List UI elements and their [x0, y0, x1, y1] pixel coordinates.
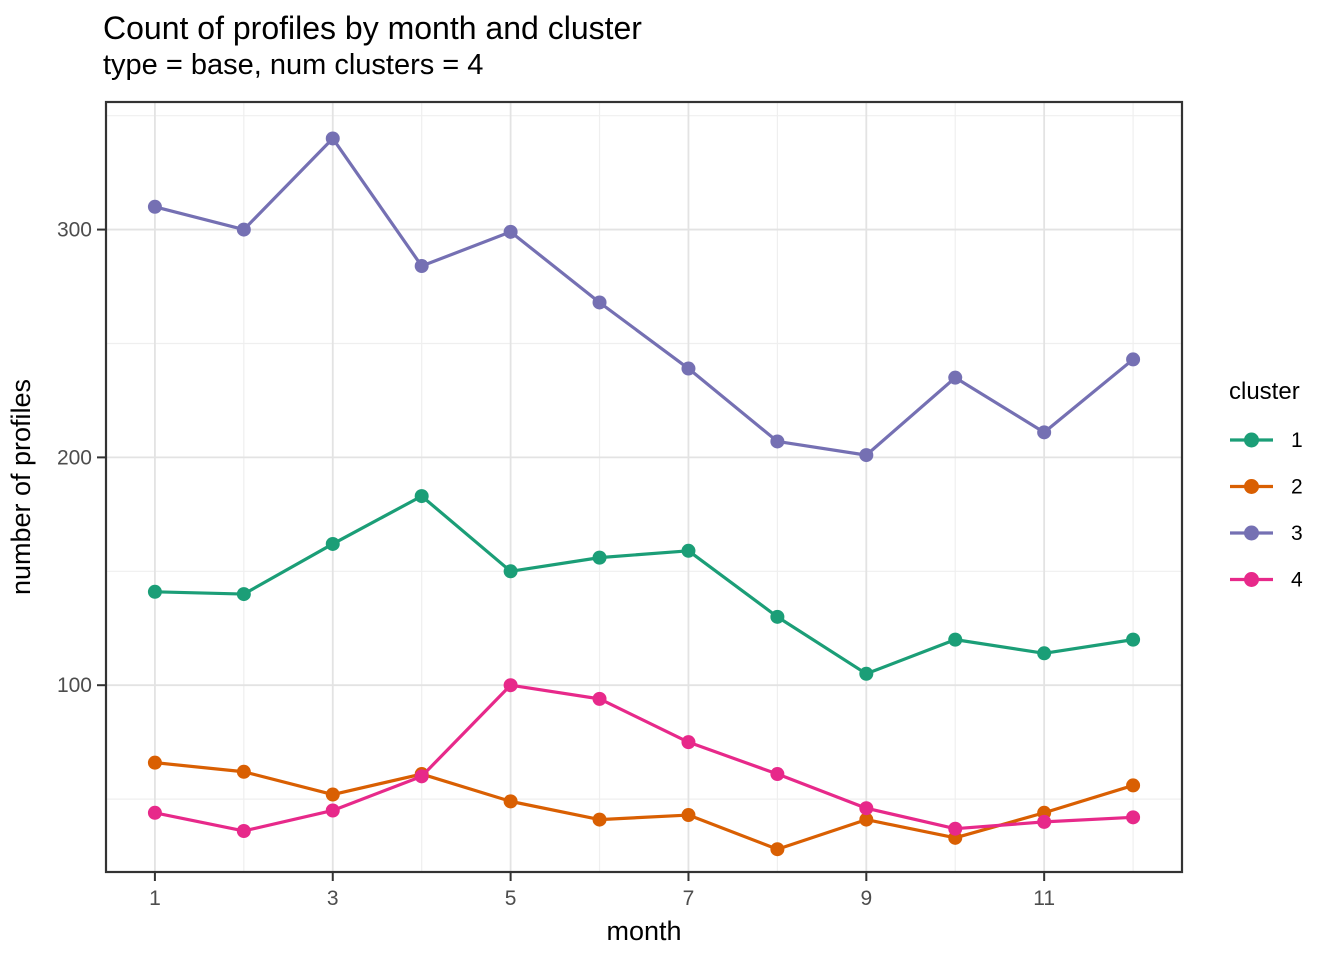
- data-point-cluster-4-month-4: [414, 769, 429, 784]
- legend-item-2: 2: [1230, 476, 1303, 499]
- legend-item-1: 1: [1230, 429, 1303, 452]
- legend-item-4: 4: [1230, 569, 1303, 592]
- x-tick-label: 11: [1033, 887, 1055, 910]
- data-point-cluster-4-month-10: [948, 821, 963, 836]
- data-point-cluster-2-month-5: [503, 794, 518, 809]
- data-point-cluster-4-month-6: [592, 691, 607, 706]
- series-cluster-4: [147, 678, 1141, 838]
- data-point-cluster-3-month-6: [592, 295, 607, 310]
- panel-border: [104, 100, 1184, 874]
- x-tick-label: 5: [505, 887, 517, 910]
- legend: cluster 1 2 3 4: [1229, 378, 1303, 592]
- legend-label-1: 1: [1291, 429, 1303, 452]
- data-point-cluster-2-month-3: [325, 787, 340, 802]
- chart-line-cluster-1: [154, 494, 1134, 676]
- series-cluster-1: [147, 489, 1141, 681]
- legend-label-2: 2: [1291, 476, 1303, 499]
- series-cluster-3: [147, 131, 1141, 463]
- legend-label-4: 4: [1291, 569, 1303, 592]
- data-point-cluster-2-month-2: [236, 764, 251, 779]
- data-point-cluster-2-month-8: [770, 842, 785, 857]
- data-point-cluster-3-month-1: [147, 199, 162, 214]
- data-point-cluster-2-month-7: [681, 808, 696, 823]
- legend-key-point-2: [1244, 479, 1259, 494]
- data-point-cluster-4-month-1: [147, 805, 162, 820]
- data-point-cluster-3-month-9: [859, 448, 874, 463]
- legend-key-point-1: [1244, 432, 1259, 448]
- x-tick-label: 3: [327, 887, 339, 910]
- data-point-cluster-2-month-12: [1126, 778, 1141, 793]
- data-point-cluster-1-month-3: [325, 536, 340, 551]
- legend-key-point-3: [1244, 525, 1259, 541]
- data-point-cluster-1-month-7: [681, 543, 696, 558]
- y-tick-label: 300: [57, 219, 92, 242]
- data-point-cluster-3-month-2: [236, 222, 251, 237]
- data-point-cluster-1-month-2: [236, 587, 251, 602]
- data-point-cluster-3-month-5: [503, 224, 518, 239]
- data-point-cluster-3-month-10: [948, 370, 963, 385]
- data-point-cluster-4-month-3: [325, 803, 340, 818]
- data-point-cluster-2-month-6: [592, 812, 607, 827]
- y-tick-label: 100: [57, 674, 92, 697]
- data-point-cluster-1-month-5: [503, 564, 518, 579]
- data-point-cluster-4-month-12: [1126, 810, 1141, 825]
- y-axis-title: number of profiles: [6, 379, 36, 595]
- data-point-cluster-1-month-9: [859, 666, 874, 681]
- data-point-cluster-1-month-11: [1037, 646, 1052, 661]
- data-point-cluster-3-month-8: [770, 434, 785, 449]
- series-cluster-2: [147, 755, 1141, 857]
- legend-key-point-4: [1244, 572, 1259, 587]
- chart-line-cluster-3: [154, 136, 1135, 457]
- legend-label-3: 3: [1291, 522, 1303, 545]
- chart-subtitle: type = base, num clusters = 4: [103, 49, 484, 81]
- plot-panel: [106, 102, 1182, 872]
- data-point-cluster-4-month-9: [859, 801, 874, 816]
- data-point-cluster-4-month-8: [770, 767, 785, 782]
- data-point-cluster-3-month-7: [681, 361, 696, 376]
- data-point-cluster-2-month-1: [147, 755, 162, 770]
- data-point-cluster-4-month-7: [681, 735, 696, 750]
- data-point-cluster-4-month-2: [236, 823, 251, 838]
- chart-line-cluster-2: [154, 761, 1134, 851]
- data-point-cluster-3-month-12: [1126, 352, 1141, 367]
- data-point-cluster-1-month-10: [948, 632, 963, 647]
- data-point-cluster-1-month-6: [592, 550, 607, 565]
- data-point-cluster-4-month-5: [503, 678, 518, 693]
- y-tick-label: 200: [57, 446, 92, 469]
- chart-title: Count of profiles by month and cluster: [103, 10, 642, 46]
- data-point-cluster-1-month-8: [770, 609, 785, 624]
- chart-line-cluster-4: [154, 683, 1134, 833]
- x-axis-title: month: [606, 916, 681, 946]
- legend-item-3: 3: [1230, 522, 1303, 545]
- data-point-cluster-3-month-4: [414, 259, 429, 274]
- legend-title: cluster: [1229, 378, 1300, 405]
- data-point-cluster-4-month-11: [1037, 814, 1052, 829]
- data-point-cluster-3-month-11: [1037, 425, 1052, 440]
- x-tick-label: 9: [860, 887, 872, 910]
- data-point-cluster-1-month-12: [1126, 632, 1141, 647]
- data-point-cluster-2-month-9: [859, 812, 874, 827]
- x-tick-label: 7: [683, 887, 695, 910]
- x-tick-label: 1: [149, 887, 161, 910]
- data-point-cluster-1-month-4: [414, 489, 429, 504]
- data-point-cluster-1-month-1: [147, 584, 162, 599]
- data-point-cluster-3-month-3: [325, 131, 340, 146]
